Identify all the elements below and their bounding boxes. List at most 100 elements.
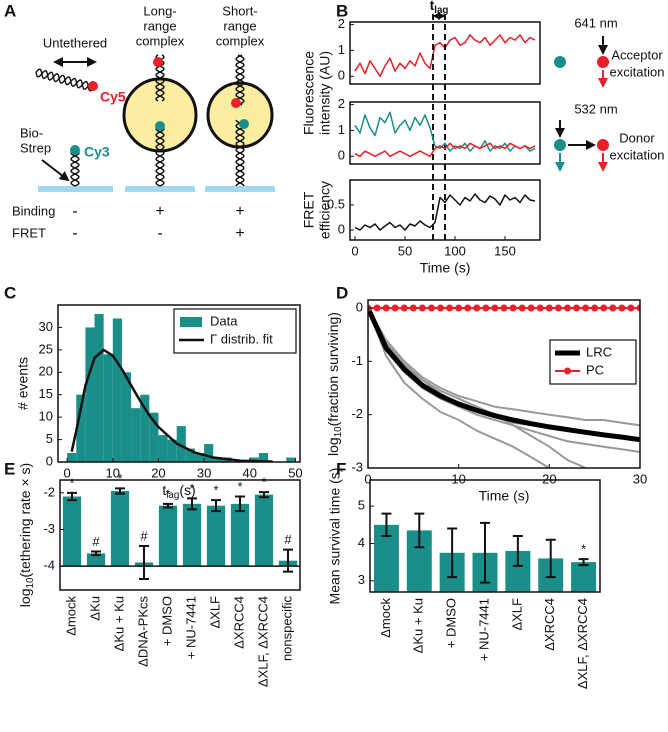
bar (230, 503, 250, 567)
data-point (373, 304, 381, 312)
plot-frame (367, 299, 641, 469)
y-axis-label-part: (fraction surviving) (325, 312, 341, 426)
legend-label: Data (210, 313, 238, 328)
y-axis-label: FRET (301, 191, 317, 228)
acceptor-dot (597, 139, 609, 151)
error-bar (414, 512, 425, 549)
donor-label: Cy3 (84, 144, 110, 160)
donor-dot (554, 139, 566, 151)
data-point (518, 304, 526, 312)
data-point (418, 304, 426, 312)
x-tick-label: ΔKu (87, 596, 102, 621)
y-axis-label: Mean survival time (s) (327, 468, 343, 605)
error-bar (447, 527, 458, 579)
x-tick-label: ΔKu + Ku (111, 596, 126, 651)
y-tick-label: 4 (358, 535, 365, 550)
histogram-bar (213, 457, 223, 462)
y-axis-label-part: log (325, 437, 341, 456)
y-tick-label: 0 (338, 148, 345, 163)
x-tick-label: ΔXLF, ΔXRCC4 (575, 598, 590, 689)
x-axis-label: Time (s) (420, 260, 471, 276)
y-tick-label: 0 (46, 453, 53, 468)
error-bar (283, 548, 293, 573)
data-point (427, 304, 435, 312)
data-point (554, 304, 562, 312)
y-axis-label: Fluorescence (301, 51, 317, 135)
dna (155, 125, 165, 187)
histogram-bar (185, 448, 195, 462)
row-cell: - (157, 225, 162, 242)
y-tick-label: 0 (338, 68, 345, 83)
x-tick-label: + NU-7441 (183, 596, 198, 659)
data-point (582, 304, 590, 312)
panel-label: C (4, 283, 16, 302)
y-tick-label: -3 (351, 459, 363, 474)
wavelength: 532 nm (574, 101, 617, 116)
x-tick-label: 10 (106, 465, 120, 480)
x-tick-label: 10 (451, 471, 465, 486)
data-point (382, 304, 390, 312)
excitation-label: Acceptor (611, 47, 663, 62)
x-tick-label: Δmock (63, 596, 78, 636)
y-axis-label: intensity (AU) (317, 51, 333, 135)
excitation-label: Donor (619, 130, 655, 145)
data-line (354, 111, 536, 152)
significance-marker: # (284, 532, 292, 547)
plot-frame (349, 101, 541, 165)
bar (110, 491, 130, 567)
x-tick-label: + DMSO (444, 598, 459, 648)
x-tick-label: 0 (364, 471, 371, 486)
dna-strand (155, 125, 165, 187)
histogram-bar (176, 426, 186, 462)
plot-frame (59, 479, 301, 591)
significance-marker: # (92, 534, 100, 549)
tlag-label-part: t (430, 0, 435, 13)
column-title: Short- (222, 3, 257, 18)
x-tick-label: 40 (243, 465, 257, 480)
histogram-bar (158, 435, 168, 462)
bar (158, 505, 178, 567)
data-point (627, 304, 635, 312)
significance-marker: * (117, 471, 122, 486)
row-cell: + (155, 203, 164, 220)
histogram-bar (112, 318, 122, 462)
legend-swatch (180, 317, 202, 327)
data-line (368, 307, 640, 427)
dye (88, 81, 98, 91)
plot-area (354, 193, 536, 231)
x-tick-label: + DMSO (159, 596, 174, 646)
surface (205, 186, 275, 192)
error-bar (578, 558, 589, 567)
y-tick-label: 1 (338, 42, 345, 57)
column-title: range (223, 18, 256, 33)
donor-dot (554, 56, 566, 68)
y-tick-label: 15 (39, 386, 53, 401)
error-bar (187, 497, 197, 511)
x-tick-label: 150 (494, 243, 516, 258)
data-point (509, 304, 517, 312)
y-tick-label: -3 (43, 521, 55, 536)
y-tick-label: 0 (338, 221, 345, 236)
error-bar (480, 521, 490, 584)
bar (86, 553, 106, 567)
error-bar (545, 538, 556, 579)
plot-frame (369, 479, 601, 593)
row-cell: + (235, 225, 244, 242)
data-point (600, 304, 608, 312)
data-point (446, 304, 454, 312)
significance-marker: * (165, 486, 170, 501)
y-axis-label: log10(tethering rate × s) (17, 463, 36, 607)
data-line (70, 348, 273, 462)
data-point (400, 304, 408, 312)
y-axis-label: log10(fraction surviving) (325, 312, 344, 456)
column-title: Long- (143, 3, 176, 18)
legend-label: LRC (586, 344, 612, 359)
x-tick-label: nonspecific (279, 596, 294, 662)
column-title: complex (216, 33, 265, 48)
anchor-label: Bio- (20, 125, 43, 140)
x-tick-label: 50 (288, 465, 302, 480)
x-tick-label: ΔXLF (207, 596, 222, 629)
x-tick-label: Δmock (378, 598, 393, 638)
y-tick-label: 10 (39, 409, 53, 424)
histogram-bar (103, 354, 113, 462)
